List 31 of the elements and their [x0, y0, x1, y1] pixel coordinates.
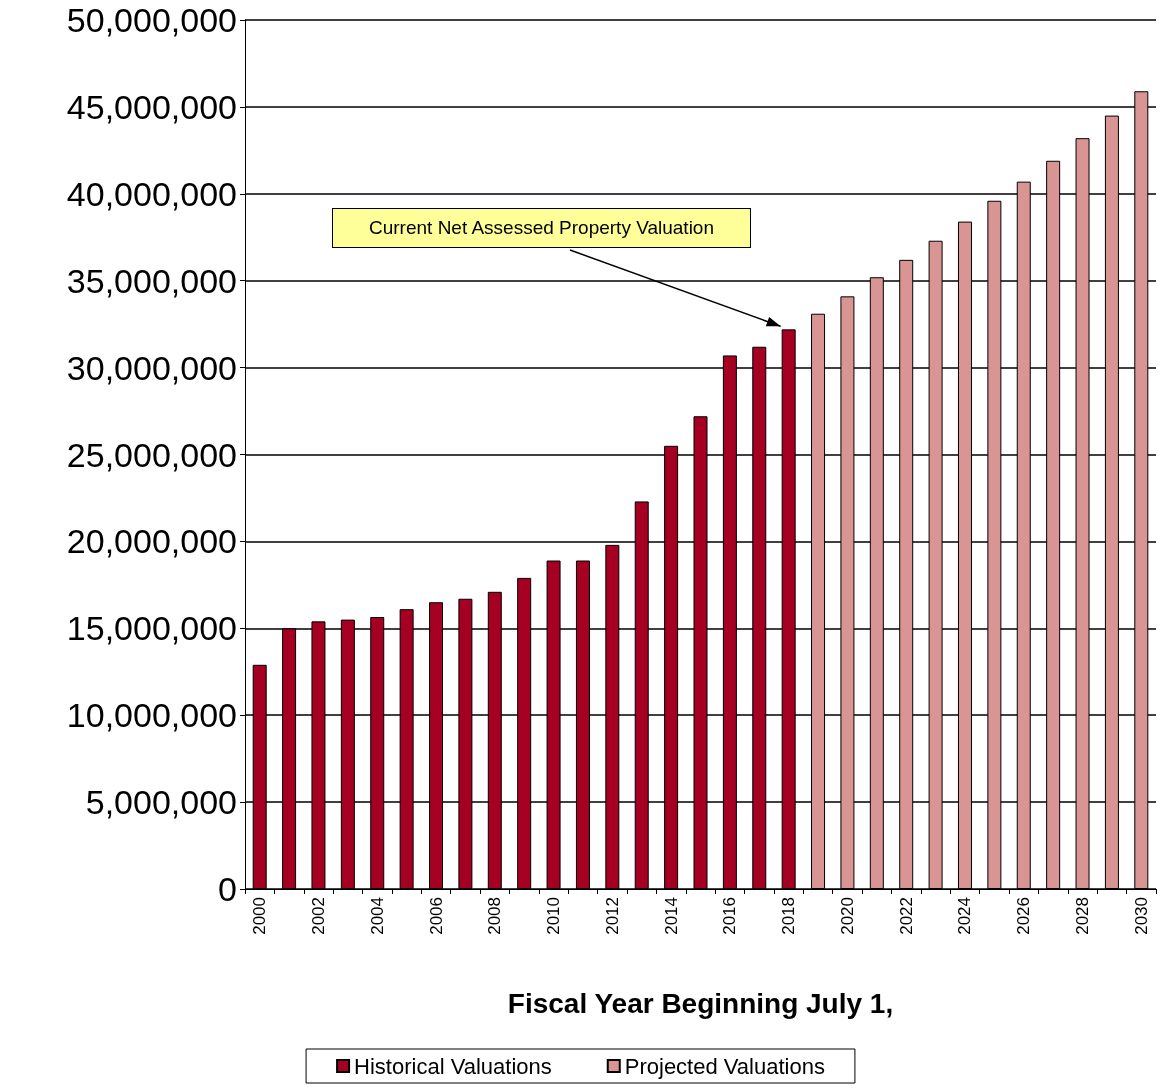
y-tick-label: 40,000,000: [66, 174, 237, 213]
y-tick-label: 15,000,000: [66, 609, 237, 648]
legend-label: Projected Valuations: [624, 1053, 825, 1079]
x-tick-label: 2002: [308, 897, 328, 935]
callout-box: Current Net Assessed Property Valuation: [332, 208, 751, 248]
y-tick-label: 5,000,000: [85, 783, 237, 822]
y-tick-label: 25,000,000: [66, 435, 237, 474]
y-tick-label: 0: [218, 870, 237, 908]
x-tick-label: 2020: [837, 897, 857, 935]
x-tick-label: 2014: [661, 897, 681, 935]
x-tick-label: 2010: [544, 897, 564, 935]
x-tick-label: 2030: [1131, 897, 1151, 935]
x-tick-label: 2026: [1014, 897, 1034, 935]
x-axis-title: Fiscal Year Beginning July 1,: [507, 987, 894, 1019]
legend-label: Historical Valuations: [354, 1053, 552, 1079]
x-tick-label: 2018: [779, 897, 799, 935]
x-tick-label: 2022: [896, 897, 916, 935]
y-tick-label: 10,000,000: [66, 696, 237, 735]
y-tick-label: 35,000,000: [66, 261, 237, 300]
x-tick-label: 2008: [485, 897, 505, 935]
x-tick-label: 2000: [250, 897, 270, 935]
x-tick-label: 2004: [367, 897, 387, 935]
y-tick-label: 20,000,000: [66, 522, 237, 561]
y-tick-label: 45,000,000: [66, 87, 237, 126]
y-tick-label: 30,000,000: [66, 348, 237, 387]
x-tick-label: 2016: [720, 897, 740, 935]
x-tick-label: 2006: [426, 897, 446, 935]
y-tick-label: 50,000,000: [66, 1, 237, 39]
x-tick-label: 2012: [602, 897, 622, 935]
x-tick-label: 2024: [955, 897, 975, 935]
x-tick-label: 2028: [1073, 897, 1093, 935]
